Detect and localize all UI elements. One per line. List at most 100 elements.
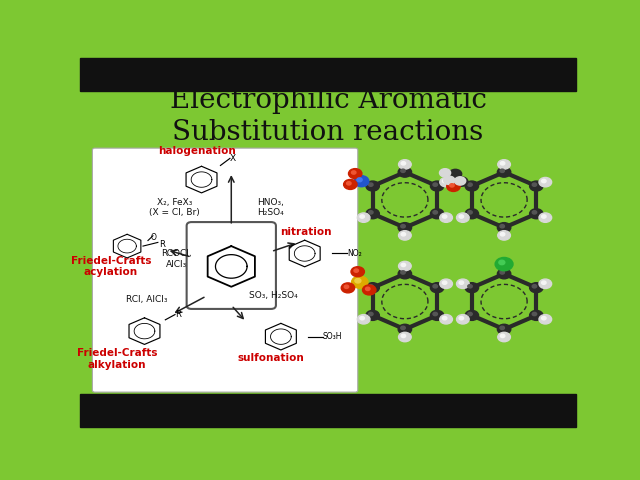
Circle shape [530,209,543,219]
Circle shape [465,283,479,293]
Circle shape [399,332,412,342]
Circle shape [541,281,546,284]
Circle shape [530,311,543,320]
Circle shape [455,177,468,186]
Circle shape [532,285,537,288]
Circle shape [357,314,370,324]
Circle shape [497,324,511,334]
Circle shape [440,178,452,187]
Circle shape [530,181,543,191]
Text: R: R [159,240,165,249]
Circle shape [541,180,546,183]
Circle shape [431,181,444,191]
Circle shape [532,211,537,214]
Circle shape [399,160,412,169]
Circle shape [433,211,438,214]
Circle shape [500,225,504,228]
Circle shape [398,223,412,233]
Text: RCl, AlCl₃: RCl, AlCl₃ [126,295,168,304]
Circle shape [401,326,405,330]
Circle shape [401,169,405,172]
Circle shape [447,181,460,192]
Text: RCOCl,
AlCl₃: RCOCl, AlCl₃ [161,249,192,269]
Circle shape [440,314,452,324]
Text: X: X [230,154,236,163]
Circle shape [444,176,455,184]
Circle shape [398,269,412,279]
Circle shape [360,215,364,218]
Circle shape [431,283,444,293]
FancyBboxPatch shape [187,222,276,309]
Circle shape [355,278,361,283]
Circle shape [468,312,472,316]
Circle shape [440,213,452,222]
Circle shape [442,215,447,218]
Text: sulfonation: sulfonation [237,352,305,362]
Circle shape [497,167,511,177]
Circle shape [539,213,552,222]
Circle shape [468,183,472,186]
Circle shape [399,231,412,240]
Text: nitration: nitration [280,227,332,237]
Circle shape [498,332,511,342]
Circle shape [401,334,406,337]
Circle shape [354,176,369,187]
Circle shape [532,312,537,316]
Circle shape [360,316,364,320]
Circle shape [440,279,452,288]
Circle shape [539,178,552,187]
Circle shape [399,261,412,271]
Circle shape [357,178,362,182]
Circle shape [456,314,469,324]
Circle shape [398,167,412,177]
Circle shape [530,283,543,293]
Text: X₂, FeX₃
(X = Cl, Br): X₂, FeX₃ (X = Cl, Br) [149,198,200,217]
Circle shape [459,316,463,320]
Circle shape [401,264,406,266]
Circle shape [357,213,370,222]
Circle shape [498,160,511,169]
Circle shape [499,260,505,264]
Circle shape [349,168,362,179]
Circle shape [354,269,358,272]
FancyBboxPatch shape [92,148,358,392]
Circle shape [468,211,472,214]
Circle shape [344,180,357,190]
Circle shape [440,168,451,177]
Text: O: O [151,233,157,242]
Circle shape [401,225,405,228]
Circle shape [456,279,469,288]
Circle shape [433,285,438,288]
Circle shape [401,162,406,165]
Circle shape [500,271,504,274]
Circle shape [449,169,461,179]
Circle shape [347,181,351,185]
Circle shape [351,276,368,288]
Circle shape [541,215,546,218]
Circle shape [465,311,479,320]
Circle shape [442,281,447,284]
Text: halogenation: halogenation [157,145,236,156]
Circle shape [541,316,546,320]
Circle shape [351,171,356,174]
Circle shape [369,312,373,316]
Circle shape [498,231,511,240]
Circle shape [500,233,505,236]
Circle shape [539,314,552,324]
Text: R: R [175,310,181,319]
Circle shape [366,181,380,191]
Circle shape [497,223,511,233]
Circle shape [401,271,405,274]
Text: Friedel-Crafts
alkylation: Friedel-Crafts alkylation [77,348,157,370]
Circle shape [366,311,380,320]
Circle shape [433,312,438,316]
Circle shape [456,213,469,222]
Circle shape [398,324,412,334]
Text: NO₂: NO₂ [348,249,362,258]
Circle shape [500,162,505,165]
Circle shape [532,183,537,186]
Text: HNO₃,
H₂SO₄: HNO₃, H₂SO₄ [257,198,284,217]
Circle shape [366,283,380,293]
Circle shape [431,311,444,320]
Text: Friedel-Crafts
acylation: Friedel-Crafts acylation [70,256,151,277]
